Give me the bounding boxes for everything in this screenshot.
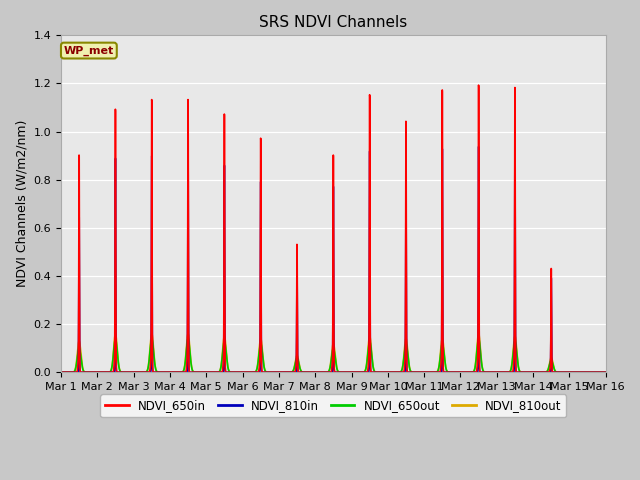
NDVI_810out	[155, 370, 163, 375]
NDVI_650in	[566, 370, 573, 375]
NDVI_650out	[486, 370, 494, 375]
NDVI_810in	[313, 370, 321, 375]
NDVI_650out	[566, 370, 573, 375]
NDVI_650out	[456, 370, 463, 375]
Line: NDVI_810out: NDVI_810out	[61, 334, 605, 372]
NDVI_650out	[313, 370, 321, 375]
NDVI_810out	[456, 370, 463, 375]
NDVI_810in	[456, 370, 463, 375]
Line: NDVI_650in: NDVI_650in	[61, 85, 605, 372]
NDVI_810in	[475, 144, 483, 149]
NDVI_650in	[456, 370, 463, 375]
NDVI_810out	[426, 370, 433, 375]
NDVI_650in	[602, 370, 609, 375]
NDVI_650in	[155, 370, 163, 375]
Line: NDVI_810in: NDVI_810in	[61, 146, 605, 372]
NDVI_650in	[313, 370, 321, 375]
NDVI_810in	[602, 370, 609, 375]
NDVI_650out	[602, 370, 609, 375]
NDVI_650in	[57, 370, 65, 375]
NDVI_650out	[426, 370, 433, 375]
NDVI_810in	[426, 370, 433, 375]
NDVI_650in	[486, 370, 494, 375]
Text: WP_met: WP_met	[64, 46, 114, 56]
NDVI_810out	[111, 331, 119, 336]
NDVI_650in	[602, 370, 609, 375]
Y-axis label: NDVI Channels (W/m2/nm): NDVI Channels (W/m2/nm)	[15, 120, 28, 288]
NDVI_650out	[57, 370, 65, 375]
NDVI_810out	[602, 370, 609, 375]
NDVI_810out	[313, 370, 321, 375]
Legend: NDVI_650in, NDVI_810in, NDVI_650out, NDVI_810out: NDVI_650in, NDVI_810in, NDVI_650out, NDV…	[100, 395, 566, 417]
NDVI_650in	[475, 82, 483, 88]
Title: SRS NDVI Channels: SRS NDVI Channels	[259, 15, 408, 30]
NDVI_650in	[426, 370, 433, 375]
NDVI_650out	[155, 370, 163, 375]
NDVI_810in	[601, 370, 609, 375]
NDVI_810in	[486, 370, 494, 375]
NDVI_650out	[602, 370, 609, 375]
NDVI_810in	[155, 370, 163, 375]
NDVI_810out	[486, 370, 494, 375]
NDVI_810in	[57, 370, 65, 375]
Line: NDVI_650out: NDVI_650out	[61, 338, 605, 372]
NDVI_810out	[602, 370, 609, 375]
NDVI_810out	[566, 370, 573, 375]
NDVI_650out	[111, 336, 119, 341]
NDVI_810out	[57, 370, 65, 375]
